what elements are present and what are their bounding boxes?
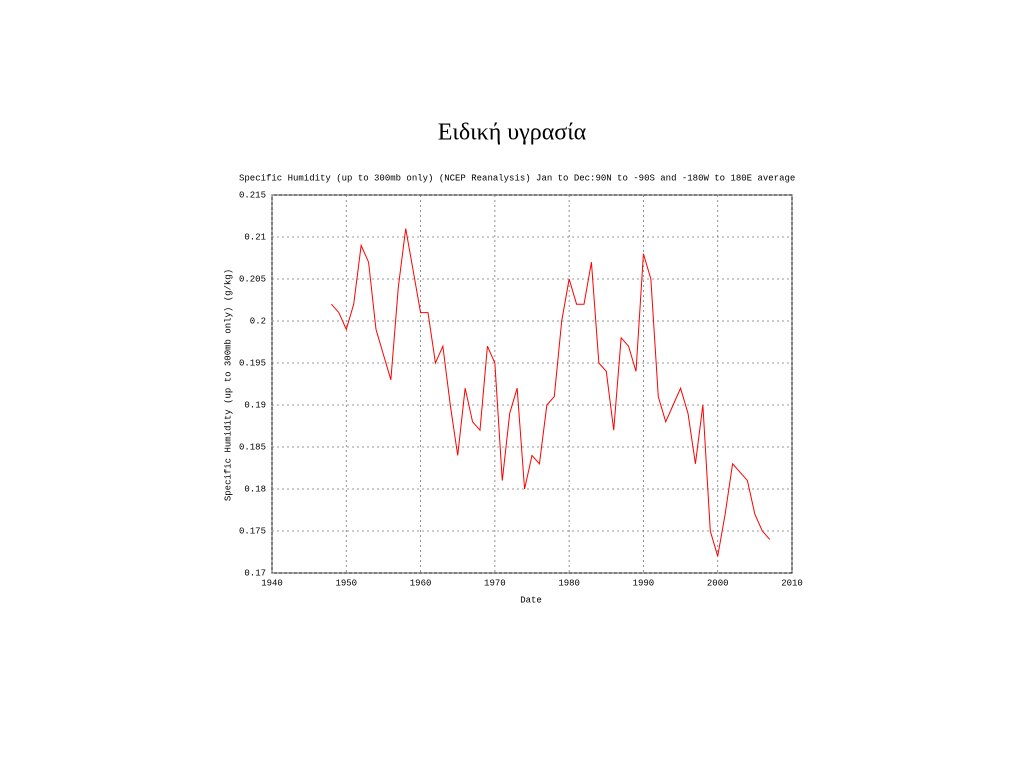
y-tick-label: 0.205 [239, 274, 266, 284]
x-tick-label: 1970 [484, 578, 506, 588]
y-tick-label: 0.175 [239, 526, 266, 536]
x-tick-label: 2010 [781, 578, 803, 588]
x-tick-label: 1940 [261, 578, 283, 588]
x-tick-label: 1950 [335, 578, 357, 588]
x-tick-label: 1980 [558, 578, 580, 588]
x-tick-label: 1960 [410, 578, 432, 588]
plot-frame [271, 194, 793, 574]
y-tick-label: 0.195 [239, 358, 266, 368]
y-tick-label: 0.21 [244, 232, 266, 242]
y-tick-label: 0.19 [244, 400, 266, 410]
x-tick-label: 2000 [707, 578, 729, 588]
x-axis-label: Date [520, 595, 542, 605]
slide-title: Ειδική υγρασία [438, 120, 587, 146]
x-tick-label: 1990 [633, 578, 655, 588]
y-tick-label: 0.185 [239, 442, 266, 452]
y-tick-label: 0.2 [250, 316, 266, 326]
data-line [331, 228, 771, 557]
y-tick-label: 0.17 [244, 568, 266, 578]
y-tick-label: 0.18 [244, 484, 266, 494]
y-tick-label: 0.215 [239, 190, 266, 200]
y-axis-label: Specific Humidity (up to 300mb only) (g/… [223, 269, 233, 501]
chart-subtitle: Specific Humidity (up to 300mb only) (NC… [239, 173, 795, 183]
